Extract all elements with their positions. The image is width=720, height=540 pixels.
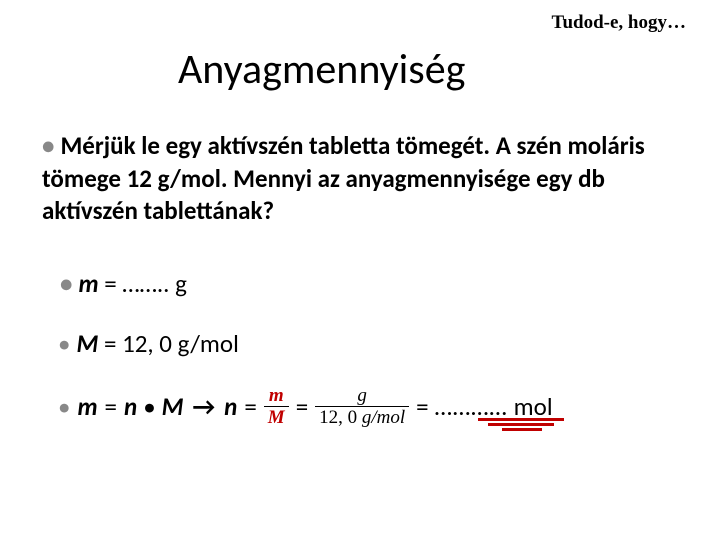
question-text: Mérjük le egy aktívszén tabletta tömegét… — [42, 130, 645, 226]
equals-sign: = — [416, 391, 428, 422]
fraction-numeric: g 12, 0 g/mol — [315, 386, 409, 427]
bullet-icon: • — [58, 328, 70, 359]
fraction-numerator: g — [353, 386, 371, 406]
equals-sign: = — [244, 391, 256, 422]
unit-mol: mol — [514, 391, 553, 422]
red-underline-decoration — [478, 418, 564, 432]
arrow-icon: → — [193, 391, 216, 422]
given-mass-line: •m = …….. g — [60, 268, 187, 299]
variable-m: m — [77, 391, 97, 422]
variable-m: m — [78, 268, 98, 299]
equals-sign: = — [296, 391, 308, 422]
variable-m-red: m — [269, 385, 284, 406]
question-paragraph: •Mérjük le egy aktívszén tabletta tömegé… — [42, 130, 680, 228]
header-right-text: Tudod-e, hogy… — [552, 12, 686, 34]
variable-big-m-red: M — [268, 407, 285, 428]
bullet-icon: • — [42, 130, 54, 161]
fraction-m-over-big-m: m M — [264, 386, 289, 427]
variable-n: n — [224, 391, 237, 422]
given-molar-mass-line: •M = 12, 0 g/mol — [58, 328, 239, 359]
result-blank: ………… — [435, 391, 508, 422]
variable-n: n — [124, 391, 137, 422]
bullet-icon: • — [60, 268, 72, 299]
variable-big-m: M — [162, 391, 184, 422]
mass-value: = …….. g — [99, 268, 187, 299]
fraction-denominator: 12, 0 g/mol — [315, 406, 409, 427]
variable-big-m: M — [76, 328, 98, 359]
dot-operator: • — [143, 391, 155, 422]
page-title: Anyagmennyiség — [178, 44, 465, 95]
equals-sign: = — [105, 391, 117, 422]
bullet-icon: • — [58, 391, 70, 422]
molar-mass-value: = 12, 0 g/mol — [98, 328, 239, 359]
